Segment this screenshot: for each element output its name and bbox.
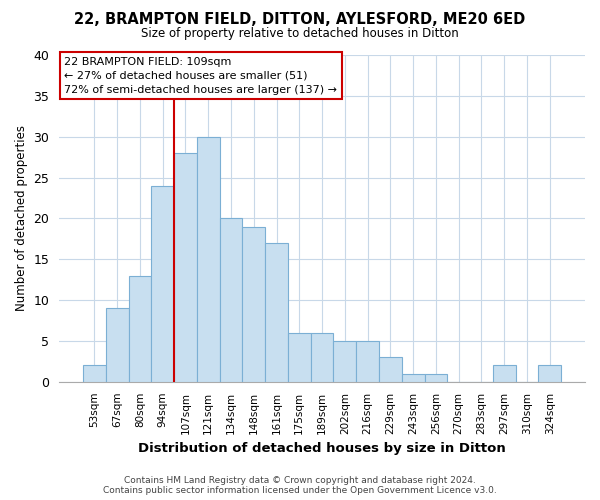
Bar (379, 358, 402, 382)
Bar (356, 341, 379, 382)
Text: 22 BRAMPTON FIELD: 109sqm
← 27% of detached houses are smaller (51)
72% of semi-: 22 BRAMPTON FIELD: 109sqm ← 27% of detac… (64, 56, 337, 94)
Bar (174, 153, 197, 382)
Bar (288, 333, 311, 382)
Bar (128, 276, 151, 382)
Bar (242, 226, 265, 382)
Text: Contains HM Land Registry data © Crown copyright and database right 2024.
Contai: Contains HM Land Registry data © Crown c… (103, 476, 497, 495)
Text: 22, BRAMPTON FIELD, DITTON, AYLESFORD, ME20 6ED: 22, BRAMPTON FIELD, DITTON, AYLESFORD, M… (74, 12, 526, 28)
Bar (197, 136, 220, 382)
Bar (220, 218, 242, 382)
Bar (538, 366, 561, 382)
Bar (402, 374, 425, 382)
Text: Size of property relative to detached houses in Ditton: Size of property relative to detached ho… (141, 28, 459, 40)
Bar (265, 243, 288, 382)
Bar (83, 366, 106, 382)
Bar (425, 374, 447, 382)
Bar (493, 366, 515, 382)
Bar (334, 341, 356, 382)
Y-axis label: Number of detached properties: Number of detached properties (15, 126, 28, 312)
Bar (106, 308, 128, 382)
Bar (151, 186, 174, 382)
Bar (311, 333, 334, 382)
X-axis label: Distribution of detached houses by size in Ditton: Distribution of detached houses by size … (138, 442, 506, 455)
